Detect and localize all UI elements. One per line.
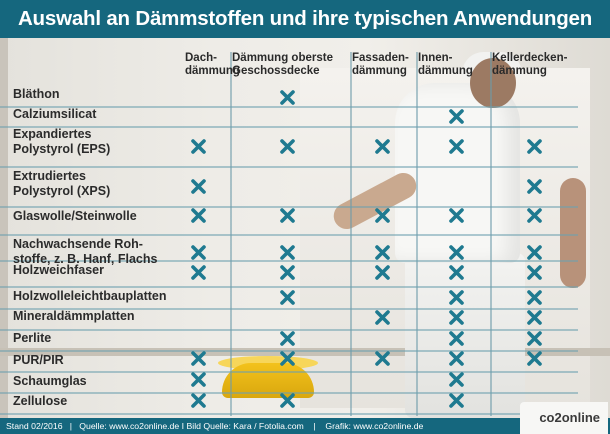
column-header: Dach- dämmung [185, 52, 240, 77]
row-divider [0, 413, 578, 415]
x-mark-icon [526, 264, 542, 280]
row-label: Bläthon [13, 87, 60, 101]
x-mark-icon [526, 330, 542, 346]
x-mark-icon [190, 138, 206, 154]
row-divider [0, 234, 578, 236]
page-title: Auswahl an Dämmstoffen und ihre typische… [17, 7, 593, 30]
x-mark-icon [448, 309, 464, 325]
x-mark-icon [374, 309, 390, 325]
x-mark-icon [526, 244, 542, 260]
column-header: Kellerdecken- dämmung [492, 52, 568, 77]
x-mark-icon [190, 350, 206, 366]
row-divider [0, 206, 578, 208]
row-label: Calziumsilicat [13, 107, 97, 121]
x-mark-icon [190, 392, 206, 408]
x-mark-icon [526, 350, 542, 366]
x-mark-icon [374, 264, 390, 280]
row-label: Zellulose [13, 394, 68, 408]
row-divider [0, 260, 578, 262]
x-mark-icon [448, 207, 464, 223]
x-mark-icon [190, 244, 206, 260]
row-divider [0, 329, 578, 331]
application-table: Dach- dämmung Dämmung oberste Geschossdec… [0, 38, 610, 418]
x-mark-icon [279, 289, 295, 305]
row-label: Schaumglas [13, 374, 87, 388]
x-mark-icon [448, 371, 464, 387]
row-divider [0, 166, 578, 168]
x-mark-icon [448, 108, 464, 124]
row-label: PUR/PIR [13, 353, 64, 367]
logo-panel [520, 402, 608, 434]
x-mark-icon [448, 289, 464, 305]
row-divider [0, 308, 578, 310]
row-divider [0, 392, 578, 394]
row-label: Extrudiertes Polystyrol (XPS) [13, 169, 111, 198]
column-header: Dämmung oberste Geschossdecke [232, 52, 333, 77]
row-divider [0, 126, 578, 128]
column-header: Innen- dämmung [418, 52, 473, 77]
x-mark-icon [279, 330, 295, 346]
row-label: Holzwolleleichtbauplatten [13, 289, 167, 303]
x-mark-icon [448, 244, 464, 260]
x-mark-icon [374, 350, 390, 366]
row-divider [0, 350, 578, 352]
x-mark-icon [190, 264, 206, 280]
row-label: Perlite [13, 331, 52, 345]
row-label: Holzweichfaser [13, 263, 105, 277]
column-header: Fassaden- dämmung [352, 52, 409, 77]
x-mark-icon [279, 89, 295, 105]
x-mark-icon [448, 392, 464, 408]
x-mark-icon [526, 309, 542, 325]
x-mark-icon [190, 371, 206, 387]
row-divider [0, 106, 578, 108]
footer-credits: Stand 02/2016 | Quelle: www.co2online.de… [6, 421, 424, 431]
x-mark-icon [279, 264, 295, 280]
x-mark-icon [279, 207, 295, 223]
x-mark-icon [190, 207, 206, 223]
x-mark-icon [374, 244, 390, 260]
title-bar: Auswahl an Dämmstoffen und ihre typische… [0, 0, 610, 38]
x-mark-icon [374, 138, 390, 154]
x-mark-icon [279, 350, 295, 366]
x-mark-icon [526, 178, 542, 194]
row-label: Nachwachsende Roh- stoffe, z. B. Hanf, F… [13, 237, 158, 266]
x-mark-icon [279, 138, 295, 154]
x-mark-icon [526, 138, 542, 154]
x-mark-icon [448, 330, 464, 346]
row-label: Mineraldämmplatten [13, 309, 135, 323]
x-mark-icon [374, 207, 390, 223]
x-mark-icon [526, 207, 542, 223]
x-mark-icon [448, 138, 464, 154]
x-mark-icon [526, 289, 542, 305]
row-label: Glaswolle/Steinwolle [13, 209, 137, 223]
row-divider [0, 286, 578, 288]
x-mark-icon [448, 264, 464, 280]
co2online-logo: co2online [539, 410, 600, 425]
x-mark-icon [448, 350, 464, 366]
row-divider [0, 371, 578, 373]
x-mark-icon [279, 392, 295, 408]
row-label: Expandiertes Polystyrol (EPS) [13, 127, 111, 156]
x-mark-icon [190, 178, 206, 194]
footer-bar: Stand 02/2016 | Quelle: www.co2online.de… [0, 418, 610, 434]
x-mark-icon [279, 244, 295, 260]
